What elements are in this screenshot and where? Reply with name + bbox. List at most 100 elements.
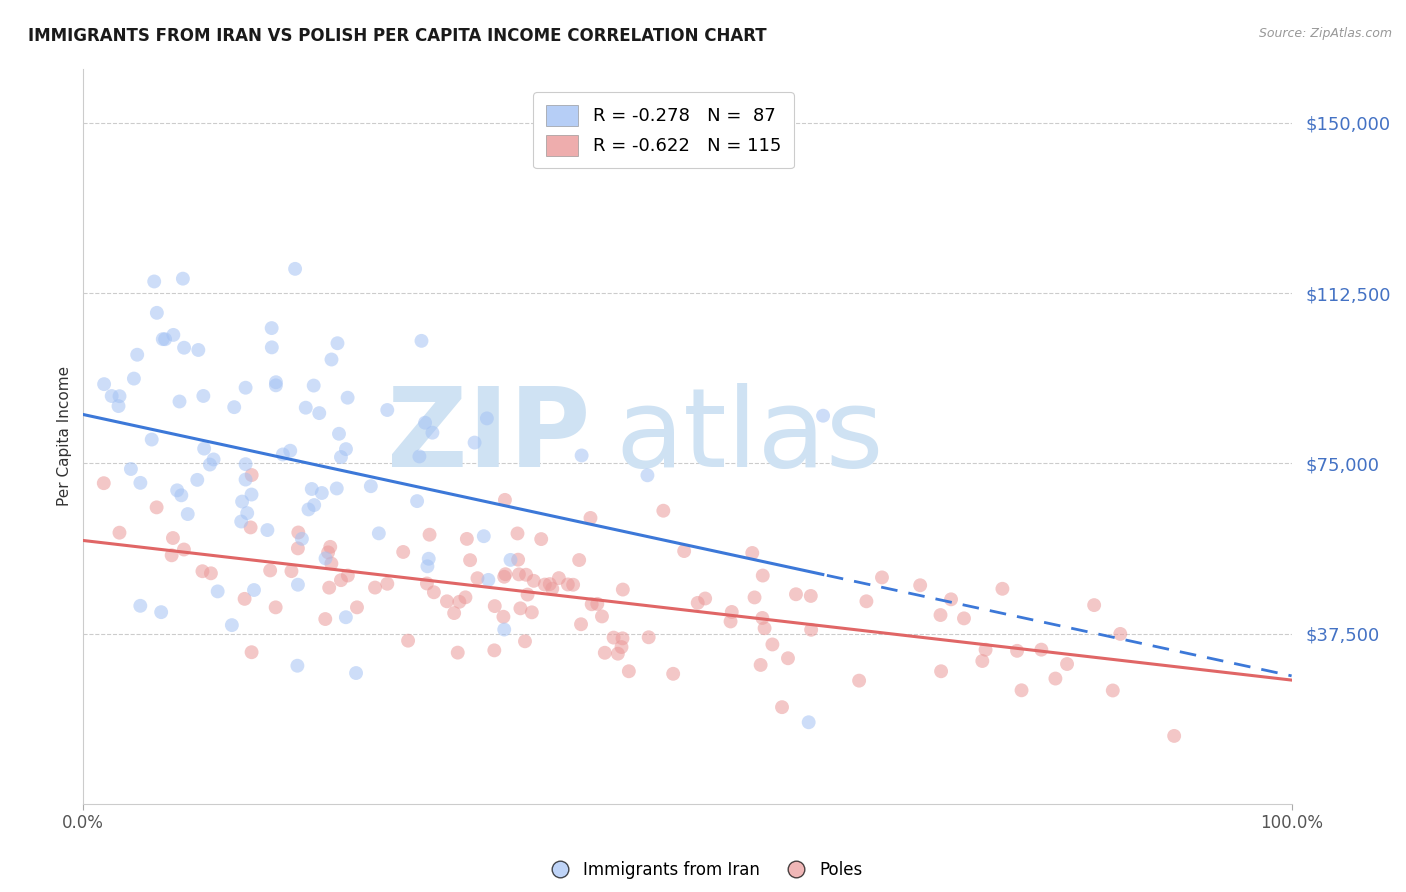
Point bbox=[336, 391, 359, 405]
Point bbox=[294, 401, 316, 415]
Point bbox=[568, 553, 591, 567]
Point bbox=[120, 462, 142, 476]
Point bbox=[515, 567, 537, 582]
Point bbox=[562, 578, 585, 592]
Point bbox=[454, 591, 477, 605]
Point bbox=[173, 542, 195, 557]
Point bbox=[107, 399, 129, 413]
Point bbox=[557, 577, 579, 591]
Point bbox=[318, 581, 340, 595]
Point bbox=[235, 381, 257, 395]
Point bbox=[484, 599, 506, 613]
Point bbox=[1011, 683, 1033, 698]
Point bbox=[329, 573, 352, 587]
Point bbox=[367, 526, 389, 541]
Point bbox=[991, 582, 1014, 596]
Point bbox=[153, 332, 176, 346]
Point bbox=[1005, 644, 1028, 658]
Point bbox=[720, 605, 742, 619]
Point bbox=[186, 473, 208, 487]
Point bbox=[494, 492, 516, 507]
Point bbox=[953, 611, 976, 625]
Point bbox=[848, 673, 870, 688]
Point bbox=[1101, 683, 1123, 698]
Point bbox=[1056, 657, 1078, 671]
Point bbox=[449, 595, 471, 609]
Point bbox=[610, 640, 633, 654]
Point bbox=[652, 504, 675, 518]
Point bbox=[233, 591, 256, 606]
Point bbox=[606, 647, 628, 661]
Point bbox=[344, 666, 367, 681]
Point bbox=[776, 651, 799, 665]
Point bbox=[314, 612, 336, 626]
Point bbox=[475, 411, 498, 425]
Point bbox=[929, 607, 952, 622]
Point bbox=[662, 666, 685, 681]
Point bbox=[235, 473, 257, 487]
Point bbox=[145, 500, 167, 515]
Point bbox=[162, 327, 184, 342]
Point bbox=[231, 515, 253, 529]
Point bbox=[513, 634, 536, 648]
Point bbox=[413, 416, 436, 430]
Point bbox=[770, 700, 793, 714]
Point bbox=[93, 377, 115, 392]
Point bbox=[797, 715, 820, 730]
Point bbox=[408, 450, 430, 464]
Point bbox=[127, 348, 149, 362]
Point bbox=[239, 520, 262, 534]
Point bbox=[416, 559, 439, 574]
Point bbox=[173, 341, 195, 355]
Point bbox=[464, 435, 486, 450]
Point bbox=[509, 601, 531, 615]
Point bbox=[287, 578, 309, 592]
Point bbox=[170, 488, 193, 502]
Point bbox=[335, 442, 357, 456]
Point bbox=[319, 540, 342, 554]
Text: Source: ZipAtlas.com: Source: ZipAtlas.com bbox=[1258, 27, 1392, 40]
Point bbox=[193, 442, 215, 456]
Point bbox=[520, 605, 543, 619]
Point bbox=[169, 394, 191, 409]
Point bbox=[160, 549, 183, 563]
Point bbox=[637, 630, 659, 644]
Point bbox=[447, 646, 470, 660]
Point bbox=[264, 378, 287, 392]
Point bbox=[231, 494, 253, 508]
Point bbox=[579, 511, 602, 525]
Point bbox=[316, 545, 339, 559]
Point bbox=[129, 599, 152, 613]
Point bbox=[311, 486, 333, 500]
Point bbox=[287, 658, 309, 673]
Text: atlas: atlas bbox=[614, 383, 883, 490]
Text: IMMIGRANTS FROM IRAN VS POLISH PER CAPITA INCOME CORRELATION CHART: IMMIGRANTS FROM IRAN VS POLISH PER CAPIT… bbox=[28, 27, 766, 45]
Point bbox=[612, 582, 634, 597]
Y-axis label: Per Capita Income: Per Capita Income bbox=[58, 367, 72, 507]
Point bbox=[240, 487, 263, 501]
Point bbox=[472, 529, 495, 543]
Point bbox=[422, 425, 444, 440]
Point bbox=[1109, 627, 1132, 641]
Point bbox=[908, 578, 931, 592]
Point bbox=[1045, 672, 1067, 686]
Point bbox=[143, 275, 166, 289]
Point bbox=[240, 645, 263, 659]
Point bbox=[492, 609, 515, 624]
Point bbox=[335, 610, 357, 624]
Point bbox=[150, 605, 173, 619]
Point bbox=[720, 615, 742, 629]
Point bbox=[100, 389, 122, 403]
Point bbox=[315, 551, 337, 566]
Point bbox=[972, 654, 994, 668]
Point bbox=[346, 600, 368, 615]
Point bbox=[686, 596, 709, 610]
Point bbox=[360, 479, 382, 493]
Point bbox=[855, 594, 877, 608]
Point bbox=[260, 321, 283, 335]
Point bbox=[761, 637, 783, 651]
Point bbox=[259, 564, 281, 578]
Point bbox=[240, 468, 263, 483]
Point bbox=[494, 570, 516, 584]
Point bbox=[636, 468, 658, 483]
